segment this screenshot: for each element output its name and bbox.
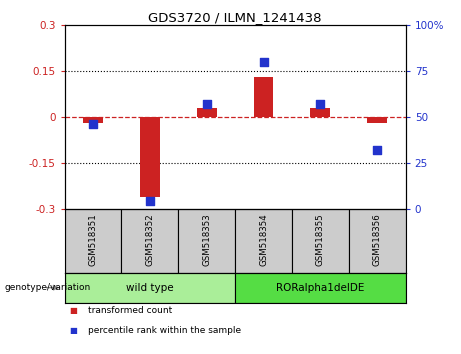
Text: ■: ■ bbox=[69, 326, 77, 335]
Bar bbox=[235, 209, 292, 273]
Bar bbox=[197, 108, 217, 117]
Point bbox=[260, 59, 267, 64]
Bar bbox=[292, 209, 349, 273]
Bar bbox=[83, 117, 103, 123]
Bar bbox=[367, 117, 387, 123]
Point bbox=[89, 121, 97, 127]
Title: GDS3720 / ILMN_1241438: GDS3720 / ILMN_1241438 bbox=[148, 11, 322, 24]
Bar bbox=[140, 117, 160, 196]
Text: GSM518351: GSM518351 bbox=[89, 213, 97, 266]
Point bbox=[317, 101, 324, 107]
Point bbox=[203, 101, 210, 107]
Text: GSM518355: GSM518355 bbox=[316, 213, 325, 266]
Text: RORalpha1delDE: RORalpha1delDE bbox=[276, 282, 365, 293]
Text: genotype/variation: genotype/variation bbox=[5, 283, 91, 292]
Point bbox=[373, 147, 381, 153]
Bar bbox=[310, 108, 331, 117]
Text: GSM518353: GSM518353 bbox=[202, 213, 211, 266]
Text: GSM518352: GSM518352 bbox=[145, 213, 154, 266]
Bar bbox=[65, 273, 235, 303]
Text: ■: ■ bbox=[69, 306, 77, 315]
Bar bbox=[178, 209, 235, 273]
Text: percentile rank within the sample: percentile rank within the sample bbox=[88, 326, 241, 335]
Bar bbox=[65, 209, 121, 273]
Bar bbox=[121, 209, 178, 273]
Text: wild type: wild type bbox=[126, 282, 174, 293]
Text: GSM518354: GSM518354 bbox=[259, 213, 268, 266]
Text: GSM518356: GSM518356 bbox=[373, 213, 382, 266]
Bar bbox=[235, 273, 406, 303]
Text: transformed count: transformed count bbox=[88, 306, 172, 315]
Bar bbox=[349, 209, 406, 273]
Bar bbox=[254, 77, 273, 117]
Point bbox=[146, 199, 154, 204]
